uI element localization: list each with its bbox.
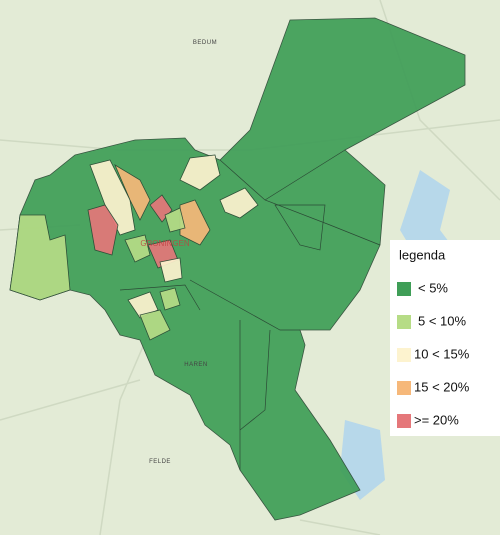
region [159, 257, 183, 283]
regions [9, 17, 466, 521]
region [159, 287, 181, 311]
region [114, 164, 151, 221]
place-label: HAREN [184, 362, 208, 368]
legend-label: < 5% [418, 280, 448, 295]
region [139, 309, 171, 341]
legend-label: >= 20% [414, 412, 459, 427]
legend-swatch [397, 282, 411, 296]
region [164, 207, 186, 233]
place-label: FELDE [149, 459, 171, 465]
region [87, 204, 119, 256]
place-label: BEDUM [193, 40, 217, 46]
region [124, 234, 151, 263]
region [179, 154, 221, 191]
legend-label: 15 < 20% [414, 379, 470, 394]
district-borders [119, 149, 381, 470]
legend-swatch [397, 315, 411, 329]
legend-label: 10 < 15% [414, 346, 470, 361]
region [219, 187, 259, 219]
legend-box [390, 240, 500, 436]
region [179, 199, 211, 246]
region [9, 214, 71, 301]
legend-swatch [397, 414, 411, 428]
legend: legenda < 5% 5 < 10% 10 < 15% 15 < 20% >= 20… [390, 240, 500, 436]
legend-swatch [397, 348, 411, 362]
legend-label: 5 < 10% [418, 313, 467, 328]
legend-title: legenda [399, 247, 446, 262]
legend-swatch [397, 381, 411, 395]
region [127, 291, 159, 319]
place-label: GRONINGEN [140, 239, 190, 248]
